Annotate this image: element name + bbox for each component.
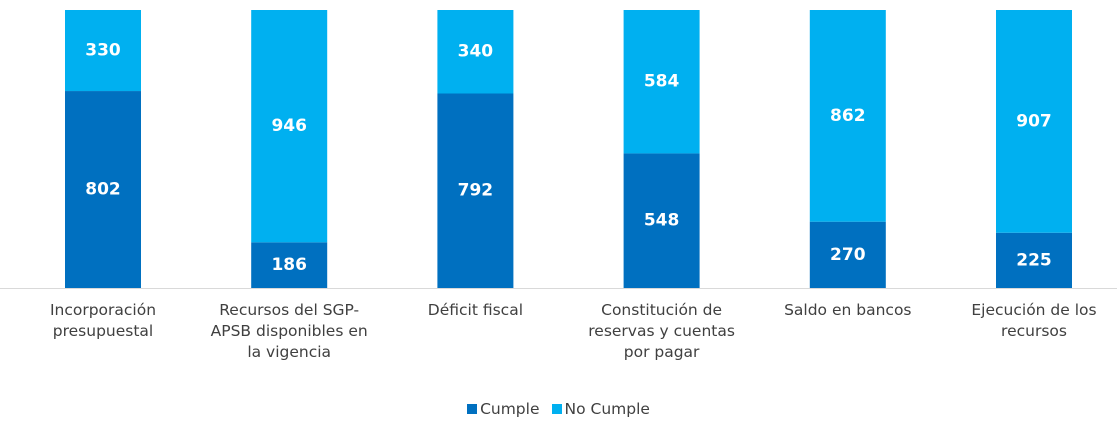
- x-tick-label: Recursos del SGP-APSB disponibles en la …: [210, 301, 368, 361]
- data-label: 802: [85, 180, 121, 200]
- x-tick-label: Ejecución de los recursos: [971, 301, 1097, 340]
- data-label: 186: [271, 255, 307, 275]
- bar-segment: [65, 10, 141, 92]
- legend-swatch: [551, 404, 562, 414]
- legend-item: No Cumple: [551, 400, 650, 418]
- legend-item: Cumple: [467, 400, 540, 418]
- bar-segment: [251, 242, 328, 288]
- x-tick-label: Constitución de reservas y cuentas por p…: [588, 301, 735, 361]
- bar-segment: [437, 10, 514, 94]
- data-label: 946: [271, 116, 307, 136]
- data-label: 225: [1016, 250, 1052, 270]
- data-label: 584: [644, 72, 680, 92]
- data-label: 548: [644, 211, 680, 231]
- legend: Cumple No Cumple: [0, 400, 1117, 418]
- bar-segment: [251, 10, 328, 243]
- data-label: 862: [830, 106, 866, 126]
- bar-segment: [809, 221, 886, 288]
- x-tick-label: Déficit fiscal: [427, 301, 523, 319]
- x-tick-label: Saldo en bancos: [784, 301, 912, 319]
- data-label: 340: [458, 42, 494, 62]
- data-label: 792: [458, 181, 494, 201]
- bar-segment: [623, 153, 700, 288]
- legend-label: Cumple: [480, 400, 540, 418]
- legend-label: No Cumple: [564, 400, 650, 418]
- bar-segment: [437, 93, 514, 288]
- data-label: 330: [85, 41, 121, 61]
- x-tick-label: Incorporación presupuestal: [49, 301, 157, 340]
- bar-segment: [65, 91, 141, 288]
- bar-segment: [623, 10, 700, 154]
- bar-segment: [996, 10, 1072, 233]
- legend-swatch: [467, 404, 478, 414]
- bar-segment: [809, 10, 886, 222]
- data-label: 270: [830, 245, 866, 265]
- bar-segment: [996, 232, 1072, 288]
- data-label: 907: [1016, 111, 1052, 131]
